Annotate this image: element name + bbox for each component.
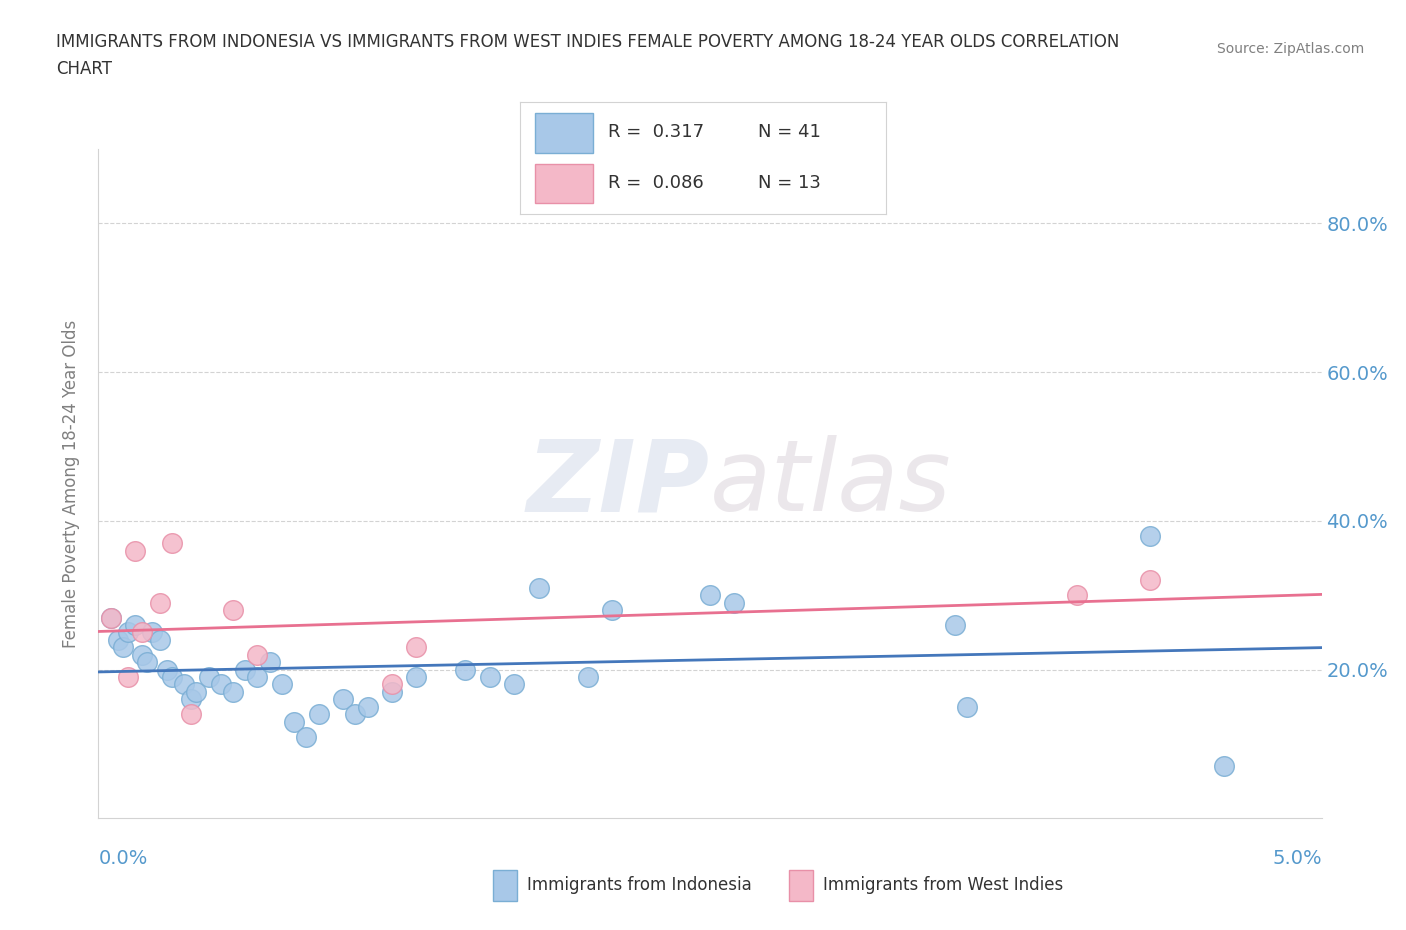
Point bbox=[222, 603, 245, 618]
Point bbox=[180, 707, 202, 722]
Point bbox=[149, 632, 172, 647]
Text: atlas: atlas bbox=[710, 435, 952, 532]
Point bbox=[503, 677, 526, 692]
Point bbox=[180, 692, 202, 707]
Point bbox=[405, 640, 427, 655]
Point bbox=[141, 625, 163, 640]
Point bbox=[527, 580, 550, 595]
Point bbox=[723, 595, 745, 610]
Point bbox=[332, 692, 354, 707]
Point bbox=[381, 677, 404, 692]
Point bbox=[100, 610, 122, 625]
Point bbox=[1212, 759, 1234, 774]
Text: IMMIGRANTS FROM INDONESIA VS IMMIGRANTS FROM WEST INDIES FEMALE POVERTY AMONG 18: IMMIGRANTS FROM INDONESIA VS IMMIGRANTS … bbox=[56, 33, 1119, 50]
Point bbox=[100, 610, 122, 625]
Text: CHART: CHART bbox=[56, 60, 112, 78]
Point bbox=[124, 543, 146, 558]
Point bbox=[308, 707, 330, 722]
Text: N = 41: N = 41 bbox=[758, 124, 821, 141]
Point bbox=[160, 670, 183, 684]
Bar bbox=[534, 113, 593, 153]
Point bbox=[117, 670, 139, 684]
Point bbox=[344, 707, 367, 722]
Point bbox=[124, 618, 146, 632]
Point bbox=[136, 655, 159, 670]
Point bbox=[131, 625, 153, 640]
Point bbox=[600, 603, 623, 618]
Text: Immigrants from Indonesia: Immigrants from Indonesia bbox=[527, 876, 752, 895]
Point bbox=[1066, 588, 1088, 603]
Point bbox=[943, 618, 966, 632]
Point bbox=[405, 670, 427, 684]
Point bbox=[699, 588, 721, 603]
Text: 5.0%: 5.0% bbox=[1272, 849, 1322, 868]
Point bbox=[381, 684, 404, 699]
Point bbox=[233, 662, 256, 677]
Point bbox=[1139, 528, 1161, 543]
Text: 0.0%: 0.0% bbox=[98, 849, 148, 868]
Point bbox=[156, 662, 179, 677]
Point bbox=[356, 699, 378, 714]
Point bbox=[173, 677, 195, 692]
Y-axis label: Female Poverty Among 18-24 Year Olds: Female Poverty Among 18-24 Year Olds bbox=[62, 320, 80, 647]
Point bbox=[222, 684, 245, 699]
Point bbox=[295, 729, 318, 744]
Point bbox=[1139, 573, 1161, 588]
Text: N = 13: N = 13 bbox=[758, 174, 821, 192]
Point bbox=[111, 640, 134, 655]
Point bbox=[197, 670, 219, 684]
Point bbox=[131, 647, 153, 662]
Point bbox=[209, 677, 232, 692]
Text: Source: ZipAtlas.com: Source: ZipAtlas.com bbox=[1216, 42, 1364, 56]
Point bbox=[576, 670, 599, 684]
Point bbox=[270, 677, 294, 692]
Text: R =  0.317: R = 0.317 bbox=[607, 124, 704, 141]
Point bbox=[478, 670, 501, 684]
Text: R =  0.086: R = 0.086 bbox=[607, 174, 704, 192]
Point bbox=[283, 714, 305, 729]
Point bbox=[160, 536, 183, 551]
Point bbox=[117, 625, 139, 640]
Bar bbox=[534, 164, 593, 203]
Point bbox=[956, 699, 979, 714]
Point bbox=[259, 655, 281, 670]
Point bbox=[246, 647, 269, 662]
Text: Immigrants from West Indies: Immigrants from West Indies bbox=[823, 876, 1063, 895]
Point bbox=[246, 670, 269, 684]
Point bbox=[454, 662, 477, 677]
Point bbox=[149, 595, 172, 610]
Point bbox=[107, 632, 129, 647]
Point bbox=[186, 684, 208, 699]
Text: ZIP: ZIP bbox=[527, 435, 710, 532]
